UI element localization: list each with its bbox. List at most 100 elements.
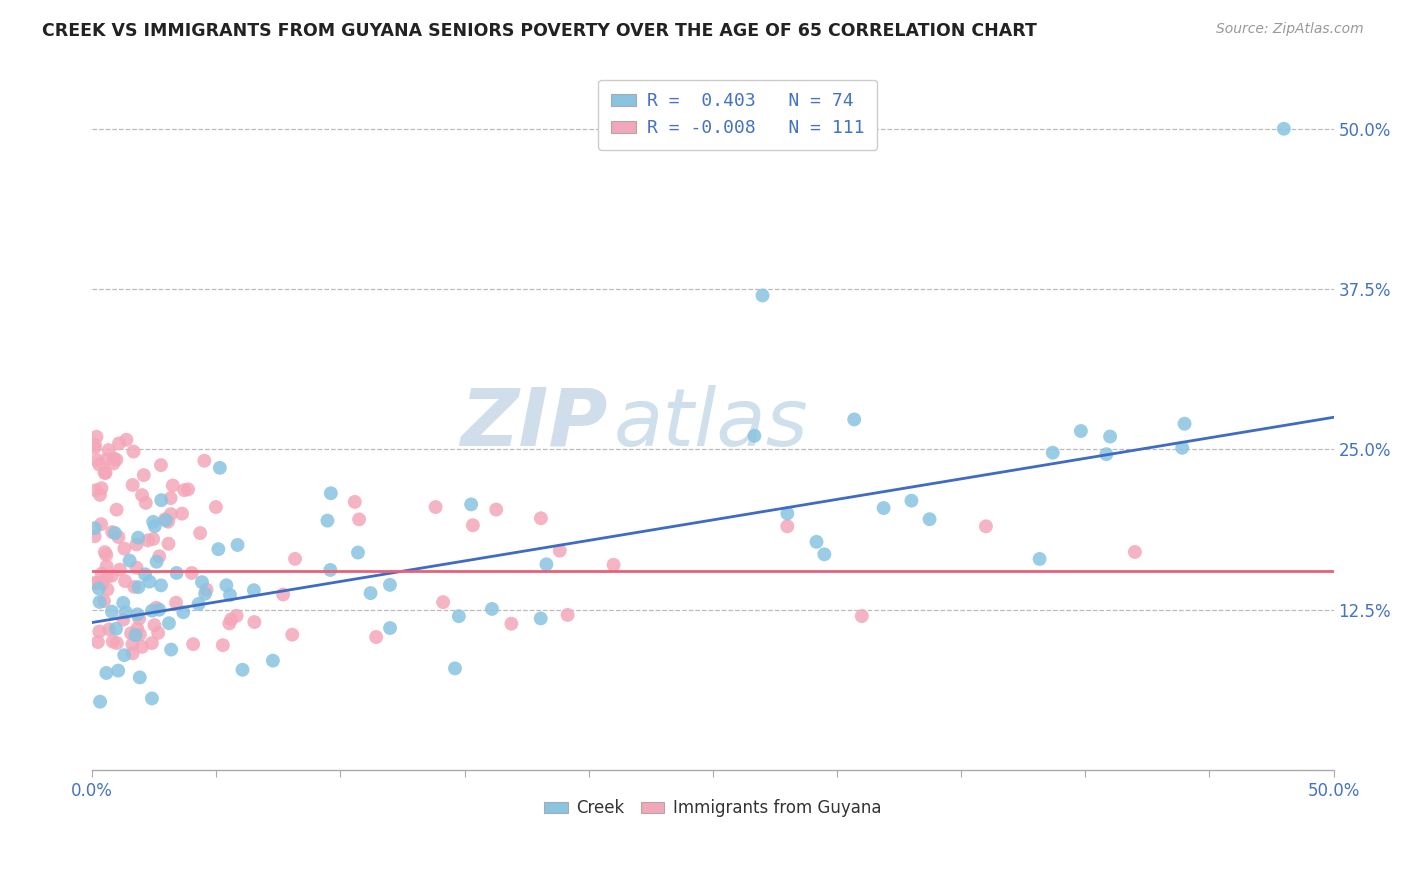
Point (159, 491, 181, 505)
Point (150, 578, 173, 592)
Point (127, 622, 149, 636)
Point (143, 519, 166, 533)
Point (776, 507, 799, 521)
Point (112, 596, 135, 610)
Point (125, 537, 148, 551)
Point (319, 486, 342, 500)
Point (121, 637, 143, 651)
Point (98, 623, 121, 637)
Point (548, 543, 571, 558)
Point (262, 654, 284, 668)
Point (127, 607, 149, 622)
Point (148, 549, 170, 564)
Point (974, 519, 997, 533)
Point (243, 583, 266, 598)
Point (93, 594, 115, 608)
Point (530, 511, 553, 525)
Point (101, 634, 124, 648)
Point (530, 611, 553, 625)
Point (118, 553, 141, 567)
Legend: Creek, Immigrants from Guyana: Creek, Immigrants from Guyana (538, 793, 887, 824)
Point (96, 452, 118, 467)
Point (86, 453, 108, 467)
Point (103, 457, 125, 471)
Point (485, 502, 508, 516)
Point (536, 558, 558, 572)
Point (141, 636, 163, 650)
Point (173, 483, 195, 498)
Point (89, 458, 111, 472)
Text: CREEK VS IMMIGRANTS FROM GUYANA SENIORS POVERTY OVER THE AGE OF 65 CORRELATION C: CREEK VS IMMIGRANTS FROM GUYANA SENIORS … (42, 22, 1038, 40)
Point (806, 534, 828, 549)
Point (96, 569, 118, 583)
Point (461, 518, 484, 533)
Point (115, 433, 138, 447)
Text: atlas: atlas (613, 384, 808, 463)
Point (142, 532, 165, 546)
Point (127, 531, 149, 545)
Point (104, 526, 127, 541)
Point (91, 576, 114, 591)
Point (108, 563, 131, 577)
Point (103, 451, 125, 466)
Point (160, 507, 183, 521)
Point (180, 566, 202, 580)
Point (115, 605, 138, 619)
Point (83, 441, 105, 455)
Point (231, 663, 253, 677)
Point (83, 576, 105, 591)
Point (121, 646, 143, 660)
Point (872, 501, 894, 516)
Point (444, 661, 467, 675)
Point (101, 605, 124, 619)
Point (146, 626, 169, 640)
Point (145, 555, 167, 569)
Point (181, 637, 204, 651)
Point (132, 468, 155, 483)
Point (86, 430, 108, 444)
Point (481, 602, 503, 616)
Point (211, 638, 233, 652)
Point (1171, 441, 1194, 455)
Point (112, 648, 135, 663)
Point (447, 609, 470, 624)
Point (84, 483, 107, 498)
Point (87, 635, 110, 649)
Point (1173, 417, 1195, 431)
Point (90, 517, 112, 532)
Point (191, 575, 214, 590)
Point (143, 618, 166, 632)
Point (122, 444, 145, 458)
Point (136, 533, 159, 548)
Point (150, 493, 173, 508)
Point (194, 587, 217, 601)
Point (96, 559, 118, 574)
Point (1070, 424, 1092, 438)
Point (149, 458, 172, 472)
Point (105, 622, 128, 636)
Point (128, 670, 150, 684)
Point (107, 664, 129, 678)
Point (157, 537, 180, 551)
Point (155, 513, 177, 527)
Point (141, 691, 163, 706)
Point (1272, 121, 1295, 136)
Point (1042, 446, 1064, 460)
Point (101, 525, 124, 540)
Point (844, 412, 866, 426)
Point (172, 605, 194, 619)
Point (187, 597, 209, 611)
Point (813, 547, 835, 561)
Point (134, 567, 156, 582)
Point (219, 588, 242, 602)
Point (851, 609, 873, 624)
Point (105, 636, 128, 650)
Point (89, 624, 111, 639)
Point (157, 515, 180, 529)
Point (105, 502, 128, 516)
Point (501, 616, 523, 631)
Point (121, 478, 143, 492)
Point (89, 595, 111, 609)
Point (225, 608, 247, 623)
Point (900, 493, 922, 508)
